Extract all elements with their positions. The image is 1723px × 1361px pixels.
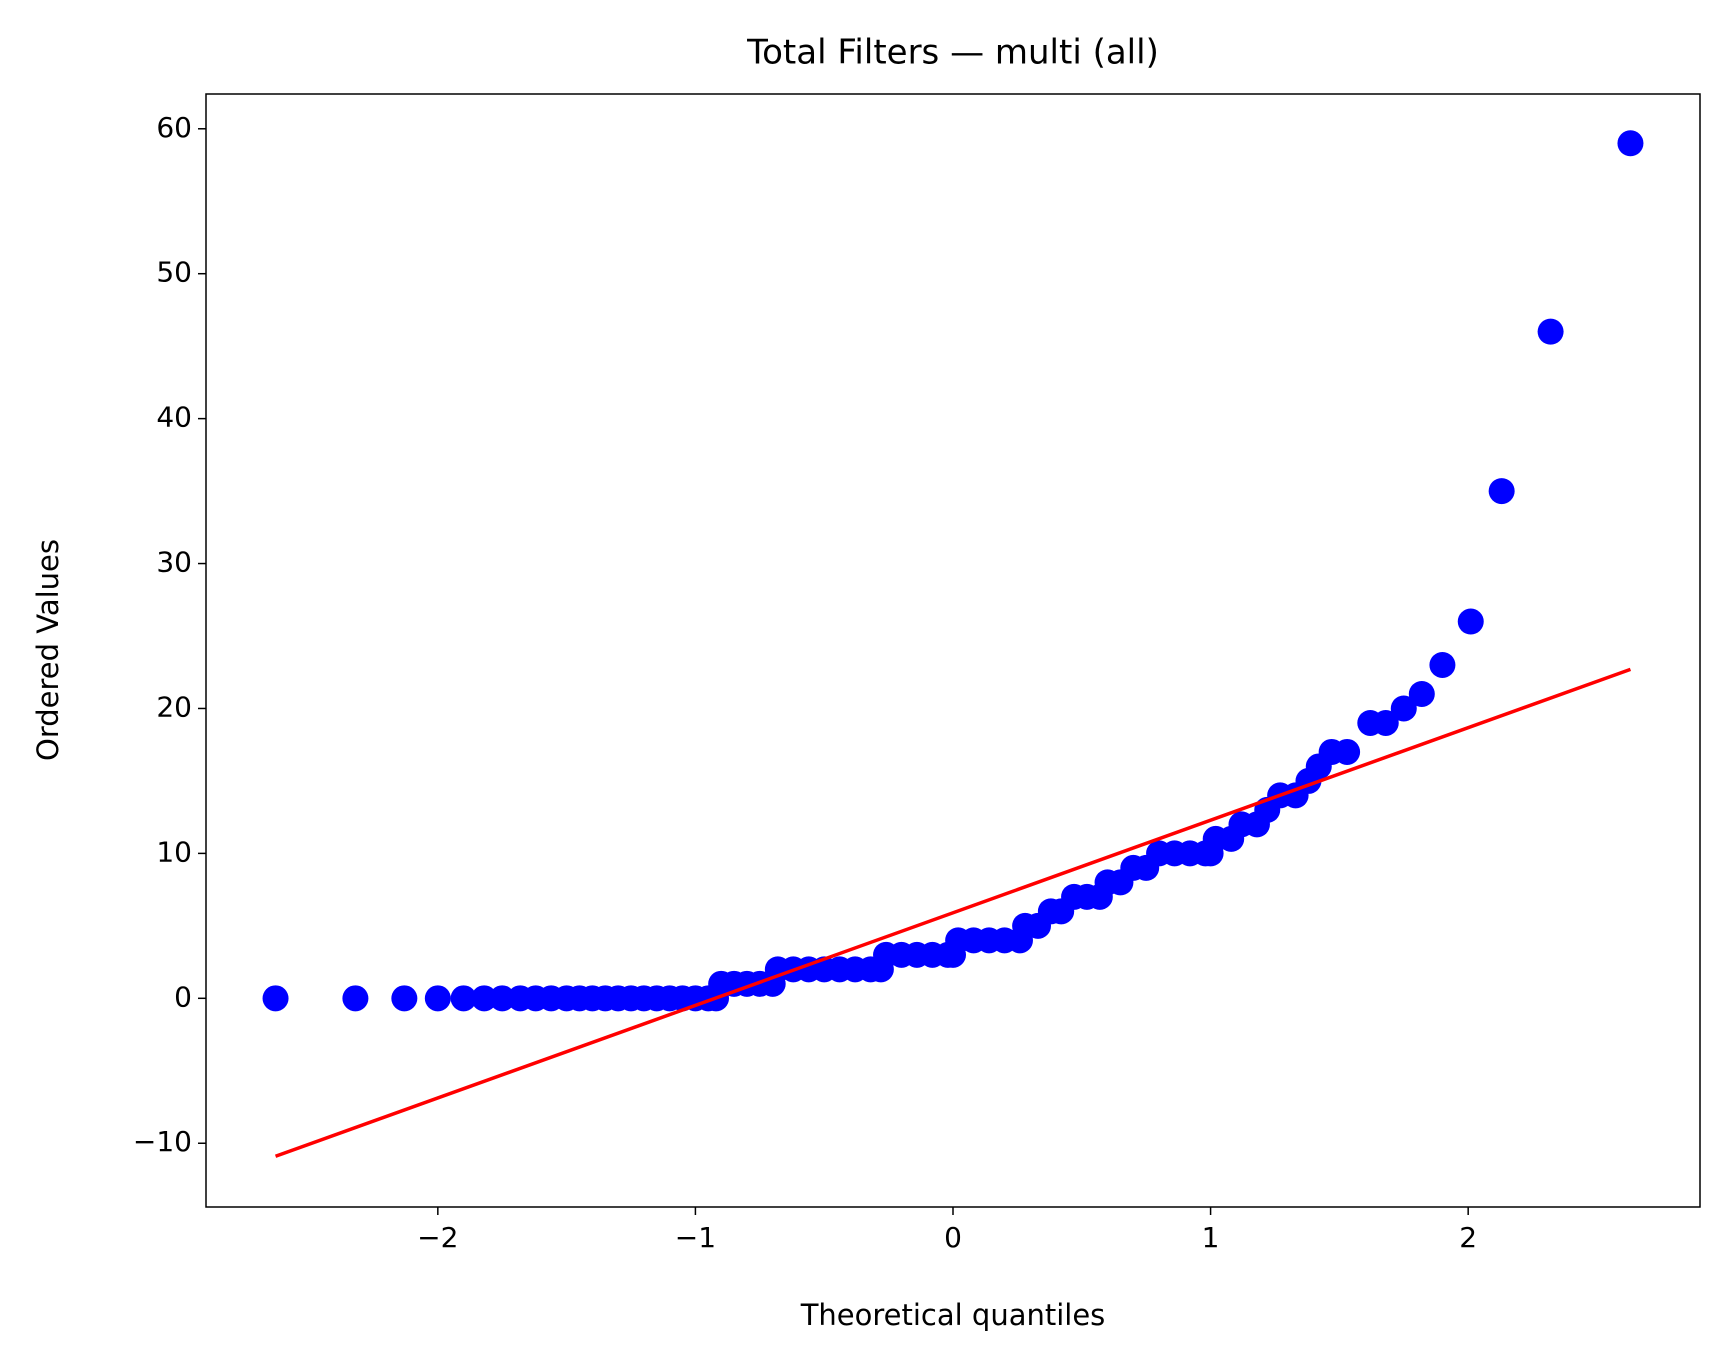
point (1457, 608, 1484, 635)
y-tick-label: 0 (174, 980, 192, 1013)
x-tick-label: 2 (1459, 1221, 1477, 1254)
point (1617, 130, 1644, 157)
x-tick-label: 0 (944, 1221, 962, 1254)
point (489, 985, 516, 1012)
y-tick-label: 60 (156, 111, 192, 144)
x-tick-label: −2 (417, 1221, 458, 1254)
y-tick-label: 30 (156, 546, 192, 579)
point (1408, 680, 1435, 707)
point (1429, 651, 1456, 678)
y-tick-label: 10 (156, 835, 192, 868)
point (1390, 695, 1417, 722)
y-tick-label: 50 (156, 256, 192, 289)
point (1488, 478, 1515, 505)
point (424, 985, 451, 1012)
y-tick-label: 20 (156, 690, 192, 723)
point (1334, 738, 1361, 765)
y-axis-label: Ordered Values (31, 539, 65, 761)
x-tick-label: −1 (675, 1221, 716, 1254)
y-tick-label: 40 (156, 401, 192, 434)
point (391, 985, 418, 1012)
x-axis-label: Theoretical quantiles (800, 1298, 1106, 1332)
point (471, 985, 498, 1012)
plot-frame (205, 93, 1701, 1208)
point (1372, 709, 1399, 736)
point (262, 985, 289, 1012)
point (450, 985, 477, 1012)
fit-line (274, 667, 1632, 1158)
chart-title: Total Filters — multi (all) (746, 33, 1159, 73)
x-tick-label: 1 (1202, 1221, 1220, 1254)
point (1537, 318, 1564, 345)
y-tick-label: −10 (133, 1125, 192, 1158)
point (342, 985, 369, 1012)
